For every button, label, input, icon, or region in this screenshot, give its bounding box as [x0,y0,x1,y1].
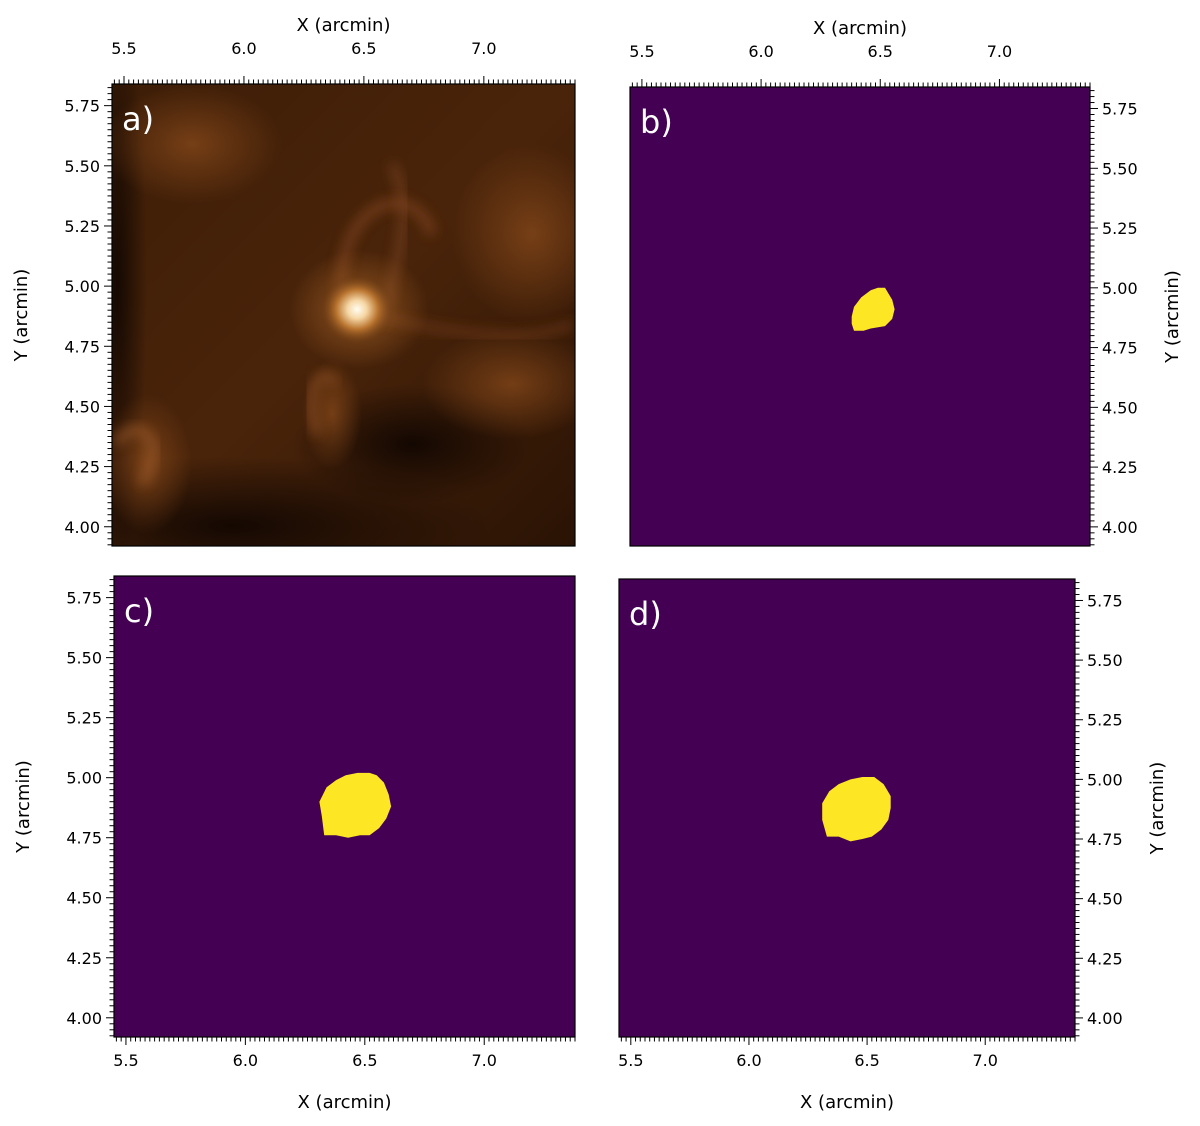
y-tick-label: 4.00 [1102,518,1138,537]
panel-label: b) [640,103,673,141]
y-tick-label: 5.50 [64,157,100,176]
y-tick-label: 5.25 [1102,219,1138,238]
x-tick-label: 6.0 [736,1051,761,1070]
y-tick-label: 5.50 [1087,651,1123,670]
y-tick-label: 4.00 [66,1009,102,1028]
axes-frame [629,86,1091,547]
solar-image [112,84,575,546]
y-tick-label: 5.00 [64,277,100,296]
x-tick-label: 5.5 [629,42,654,61]
axes-frame [618,578,1076,1038]
panel-label: c) [124,592,154,630]
y-axis-label: Y (arcmin) [13,760,34,854]
x-axis-label: X (arcmin) [800,1092,894,1113]
mask-region [319,772,392,838]
panel-a: 5.5 6.0 6.5 7.0 X (arcmin) 4.00 4.25 4.50 4.75 5.… [11,15,576,547]
y-tick-label: 4.75 [66,829,102,848]
axes-frame [111,83,576,547]
y-tick-label: 4.75 [64,337,100,356]
x-tick-label: 6.5 [868,42,893,61]
y-tick-label: 4.00 [1087,1009,1123,1028]
y-tick-label: 4.75 [1087,830,1123,849]
panel-b: 5.5 6.0 6.5 7.0 X (arcmin) 4.00 4.25 4.50 4.75 5.… [629,18,1183,547]
x-tick-label: 6.5 [352,1051,377,1070]
x-tick-label: 6.5 [854,1051,879,1070]
y-tick-label: 5.75 [66,589,102,608]
y-axis-label: Y (arcmin) [1162,270,1183,364]
panel-label: d) [629,595,662,633]
x-tick-label: 7.0 [471,39,496,58]
y-tick-label: 5.75 [1102,100,1138,119]
y-tick-label: 5.00 [1102,279,1138,298]
y-axis-label: Y (arcmin) [11,269,32,363]
panel-c: 5.5 6.0 6.5 7.0 X (arcmin) 4.00 4.25 4.50 4.75 5.… [13,575,576,1113]
y-tick-label: 5.75 [64,97,100,116]
y-tick-label: 4.75 [1102,339,1138,358]
x-tick-label: 7.0 [472,1051,497,1070]
x-tick-label: 6.0 [748,42,773,61]
y-tick-label: 4.50 [1087,890,1123,909]
y-tick-label: 5.50 [66,649,102,668]
y-tick-label: 5.75 [1087,591,1123,610]
y-tick-label: 5.25 [66,709,102,728]
x-tick-label: 6.0 [233,1051,258,1070]
y-tick-label: 5.00 [1087,770,1123,789]
x-tick-label: 7.0 [972,1051,997,1070]
bright-point [319,273,396,346]
y-tick-label: 4.50 [64,397,100,416]
x-tick-label: 5.5 [618,1051,643,1070]
x-axis-label: X (arcmin) [298,1092,392,1113]
y-tick-label: 4.25 [1102,458,1138,477]
y-tick-label: 5.00 [66,769,102,788]
y-tick-label: 5.25 [1087,711,1123,730]
x-axis-label: X (arcmin) [813,18,907,39]
mask-region [822,777,891,842]
axes-frame [113,575,576,1038]
y-tick-label: 4.50 [1102,398,1138,417]
y-tick-label: 5.25 [64,217,100,236]
x-tick-label: 5.5 [111,39,136,58]
x-tick-label: 5.5 [113,1051,138,1070]
panel-label: a) [122,100,154,138]
x-tick-label: 6.5 [351,39,376,58]
y-tick-label: 4.25 [1087,949,1123,968]
mask-region [851,287,895,331]
y-tick-label: 4.25 [66,949,102,968]
y-tick-label: 5.50 [1102,159,1138,178]
y-axis-label: Y (arcmin) [1147,762,1168,856]
y-tick-label: 4.25 [64,458,100,477]
y-tick-label: 4.50 [66,889,102,908]
y-tick-label: 4.00 [64,518,100,537]
panel-d: 5.5 6.0 6.5 7.0 X (arcmin) 4.00 4.25 4.50 4.75 5.… [618,578,1168,1113]
x-axis-label: X (arcmin) [297,15,391,36]
x-tick-label: 7.0 [987,42,1012,61]
x-tick-label: 6.0 [231,39,256,58]
